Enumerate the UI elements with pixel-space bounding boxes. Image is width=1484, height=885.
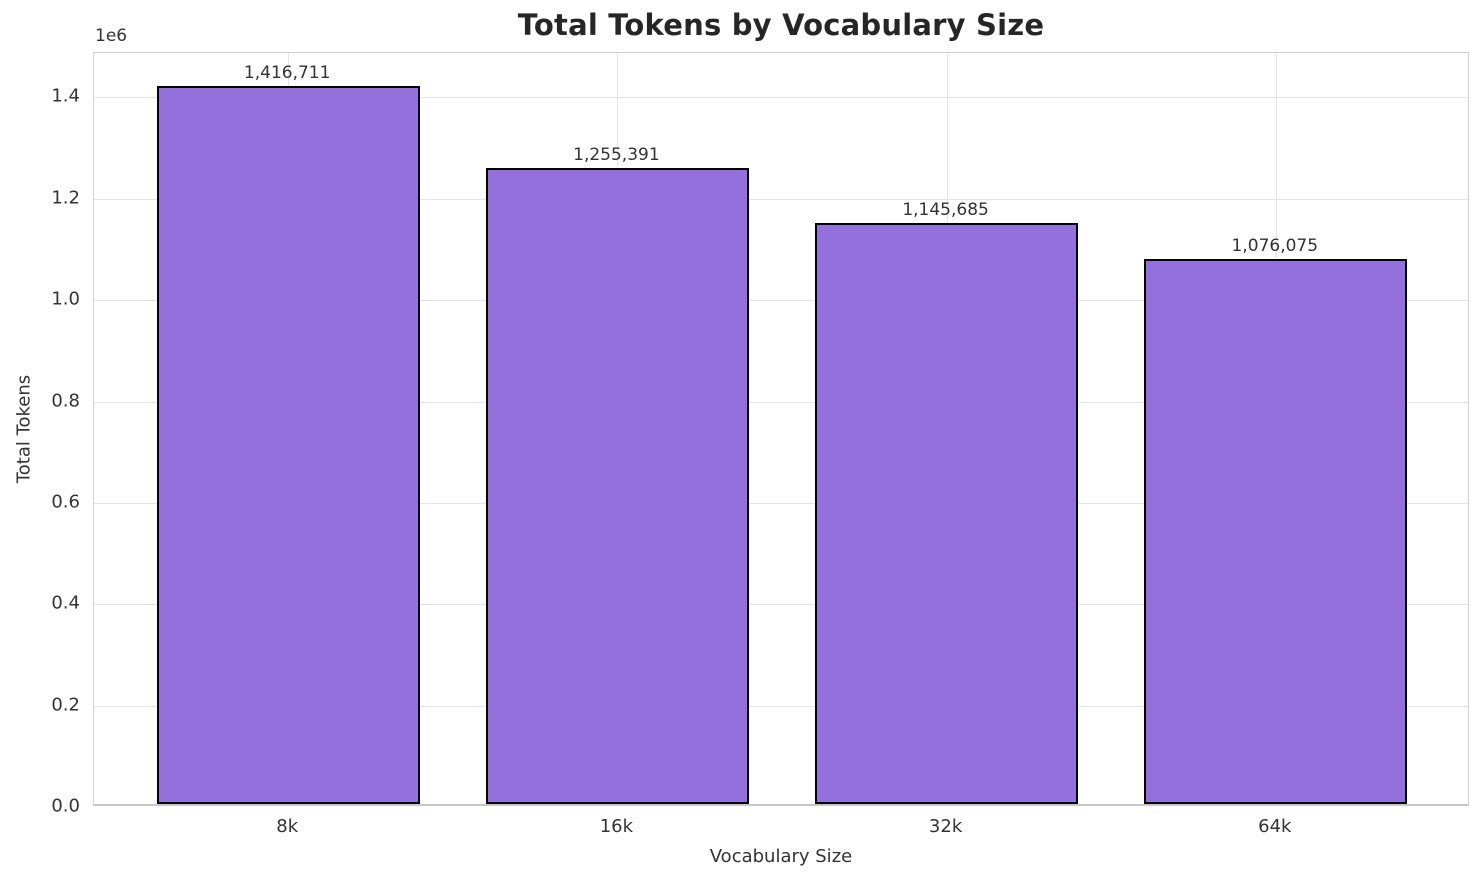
y-tick-label: 0.8 [51,390,80,411]
bar-16k [485,167,749,804]
x-tick-label: 8k [276,816,299,837]
y-gridline [94,705,1468,707]
y-gridline [94,502,1468,504]
x-tick-label: 16k [599,816,634,837]
bar-value-label: 1,076,075 [1231,235,1319,256]
x-tick-label: 32k [928,816,963,837]
bar-8k [156,85,420,804]
y-axis-offset-text: 1e6 [95,26,128,46]
y-gridline [94,401,1468,403]
y-tick-label: 0.2 [51,694,80,716]
bar-value-label: 1,255,391 [573,144,660,165]
y-gridline [94,198,1468,200]
chart-title: Total Tokens by Vocabulary Size [517,8,1045,42]
y-tick-label: 0.4 [51,592,80,614]
bar-32k [814,223,1079,804]
y-tick-label: 1.2 [51,187,80,209]
bar-64k [1144,258,1408,804]
y-gridline [94,604,1468,606]
y-tick-label: 0.0 [51,795,80,817]
y-gridline [94,300,1468,302]
y-gridline [94,97,1468,99]
bar-value-label: 1,145,685 [902,200,989,221]
y-tick-label: 1.0 [51,288,80,310]
x-axis-label: Vocabulary Size [709,846,853,867]
x-tick-label: 64k [1258,816,1292,837]
plot-area [93,52,1469,806]
y-tick-label: 0.6 [51,491,80,513]
bar-value-label: 1,416,711 [243,62,331,83]
y-tick-label: 1.4 [51,85,80,107]
